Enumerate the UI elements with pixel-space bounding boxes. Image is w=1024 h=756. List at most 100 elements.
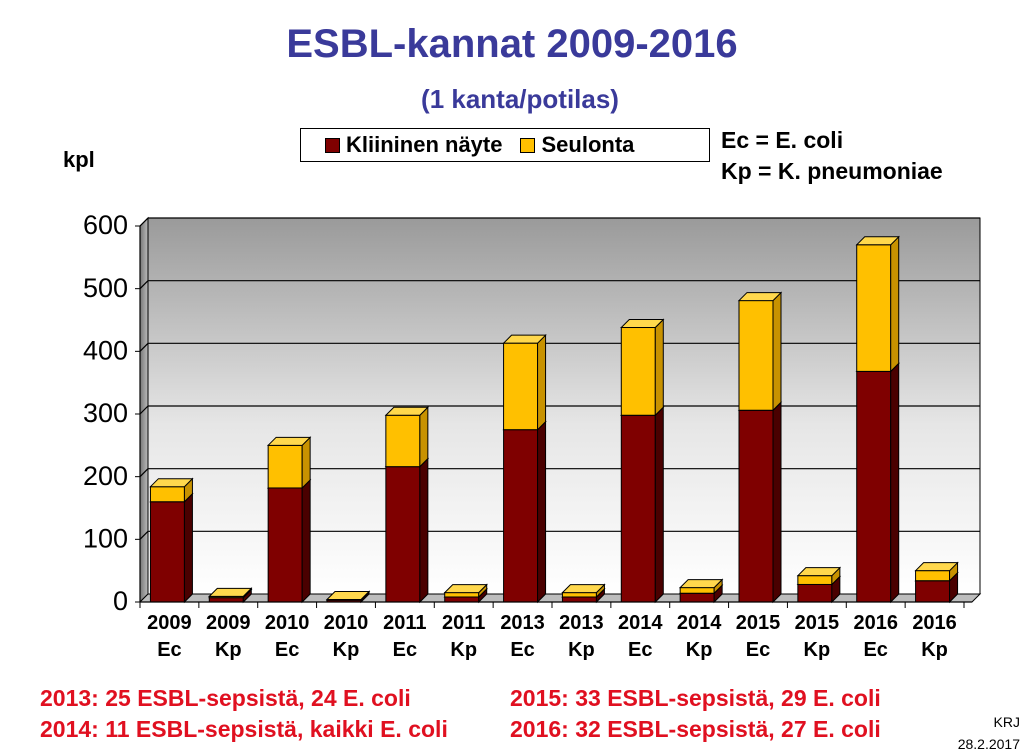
chart-title: ESBL-kannat 2009-2016 [286,22,738,66]
bar-screening-front [503,342,539,431]
bar-screening-top [502,334,547,344]
legend-item-clinical: Kliininen näyte [325,132,502,158]
bar-screening-side [419,406,429,468]
abbreviation-ec: Ec = E. coli [721,127,844,153]
y-tick-label: 300 [83,398,128,428]
gridline-side [139,405,149,415]
x-tick-label-year: 2016 [853,612,898,634]
x-tick-label-year: 2013 [500,612,545,634]
note-2014: 2014: 11 ESBL-sepsistä, kaikki E. coli [40,716,448,742]
bar-screening-front [738,300,774,411]
bar-clinical-front [267,487,303,603]
bar-screening-front [856,244,892,372]
y-tick-label: 500 [83,273,128,303]
y-tick-label: 100 [83,523,128,553]
bar-screening-front [620,327,656,416]
y-tick-label: 400 [83,335,128,365]
legend-swatch-clinical [325,137,340,153]
y-axis-unit: kpl [63,147,95,172]
x-tick-label-year: 2010 [324,612,369,634]
bar-clinical-front [915,580,951,603]
gridline-side [139,280,149,290]
bar-screening-side [654,318,664,417]
note-2013: 2013: 25 ESBL-sepsistä, 24 E. coli [40,685,411,711]
x-tick-label-species: Ec [863,639,887,661]
x-tick-label-year: 2009 [206,612,251,634]
bar-clinical-side [183,492,193,604]
x-tick-label-year: 2011 [442,612,485,634]
bar-screening-top [737,292,783,302]
bar-screening-top [561,584,606,594]
bar-screening-side [301,436,311,490]
bar-clinical-front [856,370,892,603]
x-tick-label-species: Kp [921,639,948,661]
credit-date: 28.2.2017 [957,736,1020,752]
bar-screening-side [890,235,900,373]
bar-screening-top [796,567,842,577]
bar-screening-top [443,584,488,594]
y-tick-label: 0 [113,586,128,616]
note-2016: 2016: 32 ESBL-sepsistä, 27 E. coli [510,716,881,742]
legend-item-screening: Seulonta [520,132,634,158]
bar-screening-top [855,236,900,246]
x-tick-label-year: 2014 [618,612,663,634]
x-tick-label-species: Ec [275,639,299,661]
bar-screening-side [772,291,782,412]
bar-clinical-front [561,596,597,603]
y-tick-label: 200 [83,461,128,491]
gridline-side [139,468,149,478]
bar-clinical-side [537,420,547,604]
x-tick-label-species: Ec [393,639,417,661]
x-tick-label-year: 2015 [736,612,781,634]
bar-screening-top [678,579,724,589]
bar-screening-front [915,570,951,582]
bar-clinical-front [208,597,244,603]
x-tick-label-species: Kp [333,639,360,661]
bar-clinical-front [620,414,656,603]
plot-floor [138,593,982,603]
bar-screening-top [266,436,312,446]
chart-subtitle: (1 kanta/potilas) [421,84,619,114]
bar-clinical-front [797,583,833,603]
x-tick-label-year: 2014 [677,612,722,634]
bar-clinical-side [654,406,664,604]
bar-clinical-front [385,466,421,603]
x-tick-label-species: Ec [746,639,770,661]
x-tick-label-year: 2009 [147,612,192,634]
x-tick-label-species: Kp [686,639,713,661]
gridline-side [139,342,149,352]
bar-screening-front [267,444,303,489]
legend-swatch-screening [520,137,536,153]
bar-screening-side [537,333,547,431]
credit-author: KRJ [993,714,1020,730]
x-tick-label-species: Kp [568,639,595,661]
bar-screening-top [914,562,959,572]
bar-screening-front [385,414,421,468]
bar-screening-front [149,486,185,503]
bar-screening-front [797,575,833,585]
gridline-side [139,530,149,540]
legend-label-screening: Seulonta [541,132,635,157]
x-tick-label-species: Kp [450,639,477,661]
bar-screening-top [208,587,253,597]
abbreviation-kp: Kp = K. pneumoniae [721,158,943,184]
bar-screening-top [149,478,194,488]
x-tick-label-species: Kp [804,639,831,661]
x-tick-label-species: Ec [628,639,652,661]
gridline-side [139,217,149,227]
x-tick-label-year: 2015 [795,612,840,634]
bar-clinical-front [444,596,480,603]
bar-screening-top [384,406,430,416]
bar-clinical-side [772,401,782,604]
bar-clinical-front [149,501,185,603]
x-tick-label-species: Kp [215,639,242,661]
bar-clinical-side [301,478,311,604]
bar-screening-front [679,587,715,594]
bar-screening-front [561,592,597,598]
bar-screening-top [620,319,665,329]
bar-clinical-side [890,362,900,604]
bar-screening-top [325,590,371,600]
x-tick-label-year: 2013 [559,612,604,634]
bar-clinical-side [419,457,429,604]
